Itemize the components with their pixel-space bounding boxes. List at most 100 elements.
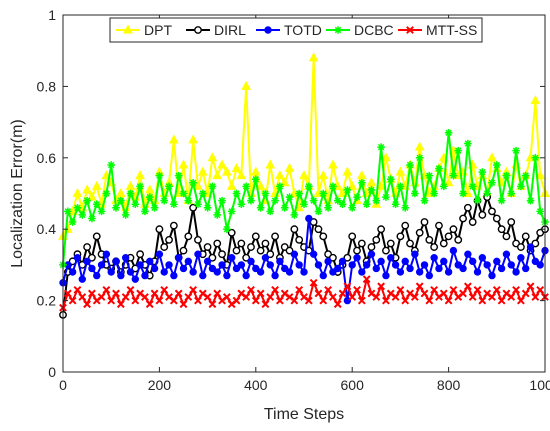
data-point <box>242 293 251 301</box>
data-point <box>83 300 92 309</box>
data-point <box>401 203 410 212</box>
data-point <box>406 161 414 169</box>
data-point <box>459 189 467 198</box>
data-point <box>121 211 130 219</box>
data-point <box>305 182 313 191</box>
data-point <box>232 246 241 255</box>
data-point <box>189 178 197 187</box>
data-point <box>256 203 265 212</box>
legend-item: DIRL <box>186 22 246 38</box>
data-point <box>144 184 155 194</box>
data-point <box>290 225 299 234</box>
data-point <box>256 246 265 255</box>
data-point <box>247 285 255 294</box>
x-tick-label: 600 <box>341 377 365 393</box>
data-point <box>521 289 530 298</box>
data-point <box>372 264 380 273</box>
data-point <box>194 200 202 209</box>
y-axis: 0 0.2 0.4 0.6 0.8 1 <box>37 7 545 380</box>
data-point <box>449 171 458 180</box>
data-point <box>357 296 366 305</box>
data-point <box>319 189 328 198</box>
data-point <box>64 207 72 216</box>
data-point <box>425 171 434 180</box>
data-point <box>275 296 284 305</box>
data-point <box>444 232 453 241</box>
data-point <box>63 289 72 298</box>
data-point <box>406 264 414 273</box>
data-point <box>517 243 525 251</box>
data-point <box>285 268 294 276</box>
data-point <box>237 261 246 269</box>
data-point <box>284 162 295 173</box>
data-point <box>536 207 544 216</box>
data-point <box>324 257 332 266</box>
legend-label: DIRL <box>214 22 246 38</box>
data-point <box>203 257 212 266</box>
data-point <box>362 261 371 269</box>
data-point <box>107 296 116 305</box>
data-point <box>78 293 87 301</box>
data-point <box>256 289 265 298</box>
y-tick-label: 0.2 <box>37 293 57 309</box>
data-point <box>497 196 506 205</box>
data-point <box>250 166 261 176</box>
data-point <box>197 166 208 176</box>
data-point <box>362 275 371 284</box>
data-point <box>410 293 419 301</box>
data-point <box>294 202 305 212</box>
data-point <box>358 268 366 276</box>
data-point <box>348 232 357 241</box>
data-point <box>227 207 236 216</box>
data-point <box>121 293 130 301</box>
data-point <box>342 166 353 176</box>
data-point <box>381 152 391 162</box>
data-point <box>338 289 347 298</box>
data-point <box>338 257 347 266</box>
data-point <box>483 261 491 269</box>
data-point <box>396 182 405 191</box>
data-point <box>266 207 275 216</box>
data-point <box>430 189 438 198</box>
data-point <box>502 171 511 180</box>
data-point <box>68 218 77 226</box>
data-point <box>184 196 193 205</box>
data-point <box>473 285 482 294</box>
data-point <box>232 264 241 273</box>
data-point <box>135 170 145 180</box>
data-point <box>261 254 270 262</box>
data-point <box>189 268 197 276</box>
data-point <box>382 296 390 305</box>
data-point <box>454 236 463 244</box>
data-point <box>516 296 525 305</box>
data-point <box>382 246 390 255</box>
data-point <box>223 271 231 280</box>
data-point <box>194 236 202 244</box>
data-point <box>107 268 115 276</box>
data-point <box>155 296 164 305</box>
data-point <box>420 196 429 205</box>
data-point <box>236 170 247 180</box>
data-point <box>256 268 265 276</box>
data-point <box>305 214 313 223</box>
data-point <box>304 296 313 305</box>
data-point <box>478 168 487 176</box>
data-point <box>358 178 366 187</box>
data-point <box>507 261 515 269</box>
data-point <box>92 200 101 209</box>
data-point <box>522 264 530 273</box>
series-totd <box>59 214 549 305</box>
data-point <box>376 180 386 190</box>
data-point <box>107 161 115 169</box>
data-point <box>237 239 246 248</box>
data-point <box>247 243 255 251</box>
data-point <box>493 161 501 169</box>
data-point <box>401 221 410 230</box>
data-point <box>73 254 82 262</box>
data-point <box>136 250 145 259</box>
data-point <box>255 180 266 190</box>
data-point <box>179 300 188 309</box>
data-point <box>208 264 217 273</box>
data-point <box>411 250 419 258</box>
data-point <box>343 282 352 291</box>
